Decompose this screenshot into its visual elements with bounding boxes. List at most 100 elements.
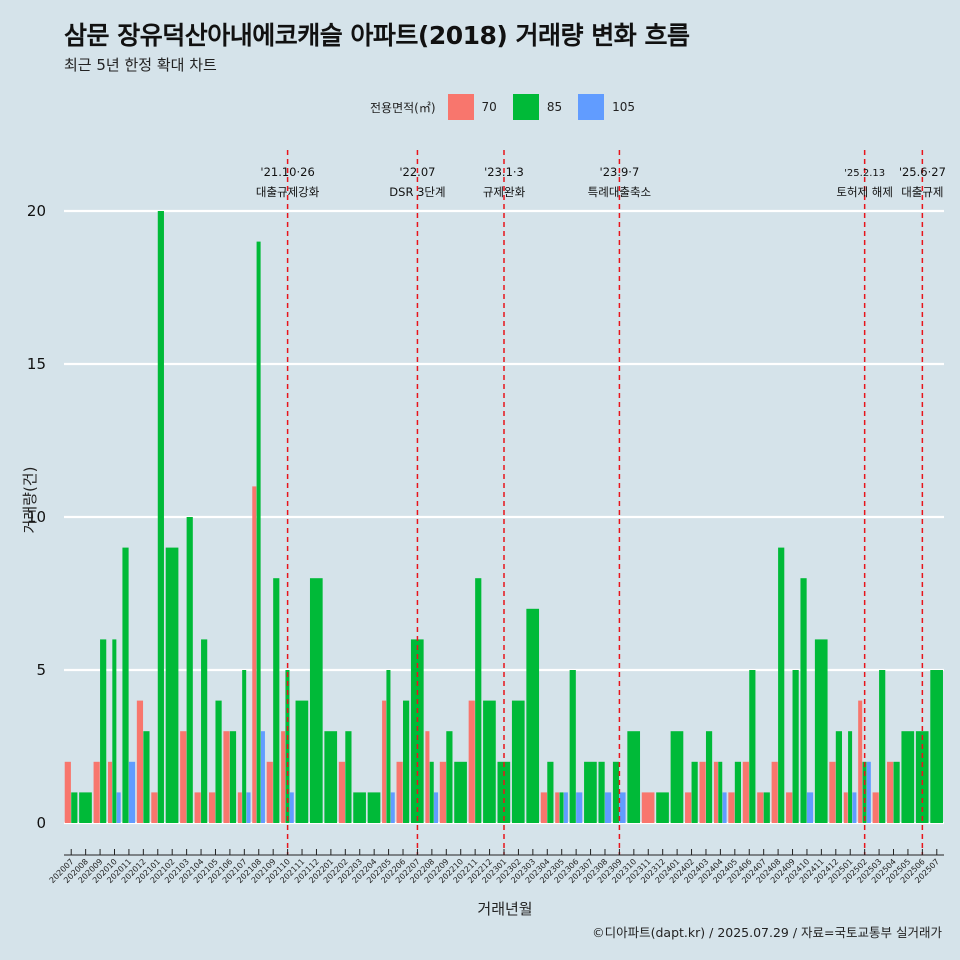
bar-85-202204 <box>367 792 381 823</box>
legend-label-105: 105 <box>612 100 635 114</box>
event-date-202207: '22.07 <box>399 165 435 179</box>
bar-70-202009 <box>93 761 100 823</box>
bar-70-202108 <box>252 486 257 823</box>
y-tick-label: 5 <box>36 661 46 679</box>
legend-swatch-70 <box>447 94 474 120</box>
bar-85-202407 <box>763 792 770 823</box>
bar-70-202502 <box>858 700 863 823</box>
bar-105-202010 <box>116 792 121 823</box>
bar-85-202108 <box>256 241 261 824</box>
bar-85-202310 <box>627 731 641 823</box>
event-label-202110: 대출규제강화 <box>256 185 320 199</box>
legend-label-70: 70 <box>481 100 497 114</box>
bar-85-202203 <box>353 792 366 823</box>
bar-85-202208 <box>429 761 434 823</box>
bar-85-202505 <box>901 731 915 823</box>
bar-85-202507 <box>930 670 943 823</box>
legend-swatch-105 <box>578 94 605 120</box>
bar-85-202305 <box>559 792 564 823</box>
bar-85-202205 <box>386 670 391 823</box>
bar-70-202206 <box>396 761 403 823</box>
bar-70-202012 <box>136 700 144 823</box>
bar-85-202306 <box>569 670 576 823</box>
event-lines <box>286 150 924 855</box>
bar-85-202307 <box>584 761 597 823</box>
y-axis: 0 5 10 15 20 <box>27 202 46 832</box>
bar-70-202205 <box>382 700 387 823</box>
bar-85-202201 <box>324 731 338 823</box>
bar-70-202109 <box>266 761 273 823</box>
bar-70-202208 <box>425 731 430 823</box>
bar-70-202403 <box>699 761 706 823</box>
bar-85-202106 <box>229 731 237 823</box>
bar-105-202410 <box>806 792 814 823</box>
bar-70-202211 <box>468 700 475 823</box>
bar-85-202402 <box>691 761 698 823</box>
bar-85-202412 <box>835 731 842 823</box>
event-date-202506: '25.6·27 <box>899 165 946 179</box>
bar-85-202011 <box>122 547 129 823</box>
bar-85-202210 <box>454 761 467 823</box>
bar-85-202308 <box>598 761 605 823</box>
legend-item-105: 105 <box>578 94 635 120</box>
bar-85-202104 <box>201 639 208 823</box>
bar-85-202501 <box>848 731 853 823</box>
bar-70-202305 <box>555 792 560 823</box>
bar-70-202007 <box>64 761 71 823</box>
bar-70-202408 <box>771 761 778 823</box>
legend-title: 전용면적(㎡) <box>370 100 436 115</box>
bar-85-202304 <box>547 761 554 823</box>
source-caption: ©디아파트(dapt.kr) / 2025.07.29 / 자료=국토교통부 실… <box>592 925 942 940</box>
bar-85-202211 <box>475 578 482 823</box>
bar-85-202410 <box>800 578 807 823</box>
bar-70-202202 <box>338 761 346 823</box>
legend: 전용면적(㎡) 70 85 105 <box>370 92 643 122</box>
bar-70-202304 <box>540 792 547 823</box>
bar-70-202407 <box>757 792 764 823</box>
bar-85-202202 <box>345 731 352 823</box>
bar-85-202102 <box>165 547 179 823</box>
bar-85-202103 <box>186 517 193 823</box>
bar-85-202012 <box>143 731 150 823</box>
bar-85-202404 <box>718 761 723 823</box>
gridlines <box>64 209 944 825</box>
bar-85-202010 <box>112 639 117 823</box>
event-date-202309: '23.9·7 <box>600 165 640 179</box>
bar-70-202110 <box>281 731 286 823</box>
bar-70-202107 <box>237 792 242 823</box>
bar-70-202404 <box>713 761 718 823</box>
bar-85-202312 <box>656 792 669 823</box>
bar-105-202305 <box>563 792 568 823</box>
bar-85-202401 <box>670 731 684 823</box>
bar-105-202205 <box>390 792 395 823</box>
bar-85-202206 <box>403 700 410 823</box>
event-date-202502: '25.2.13 <box>844 168 885 179</box>
event-date-202110: '21.10·26 <box>260 165 314 179</box>
legend-item-85: 85 <box>512 94 563 120</box>
bar-70-202412 <box>829 761 836 823</box>
legend-label-85: 85 <box>546 100 563 114</box>
bar-70-202409 <box>786 792 793 823</box>
bar-70-202209 <box>439 761 446 823</box>
bar-105-202404 <box>722 792 727 823</box>
bar-85-202207 <box>410 639 424 823</box>
bar-70-202501 <box>843 792 848 823</box>
bar-70-202504 <box>887 761 894 823</box>
bar-70-202402 <box>685 792 692 823</box>
bar-85-202403 <box>705 731 713 823</box>
bar-85-202506 <box>915 731 929 823</box>
bar-85-202107 <box>242 670 247 823</box>
y-tick-label: 20 <box>27 202 46 220</box>
bar-70-202105 <box>208 792 216 823</box>
bar-105-202501 <box>852 792 857 823</box>
bar-105-202011 <box>128 761 136 823</box>
bar-70-202503 <box>872 792 879 823</box>
chart-title: 삼문 장유덕산아내에코캐슬 아파트(2018) 거래량 변화 흐름 <box>64 21 690 50</box>
bar-85-202504 <box>893 761 900 823</box>
bar-85-202303 <box>526 608 540 823</box>
bar-85-202007 <box>71 792 78 823</box>
bar-85-202105 <box>215 700 222 823</box>
bar-105-202208 <box>434 792 439 823</box>
event-label-202309: 특례대출축소 <box>588 185 651 199</box>
